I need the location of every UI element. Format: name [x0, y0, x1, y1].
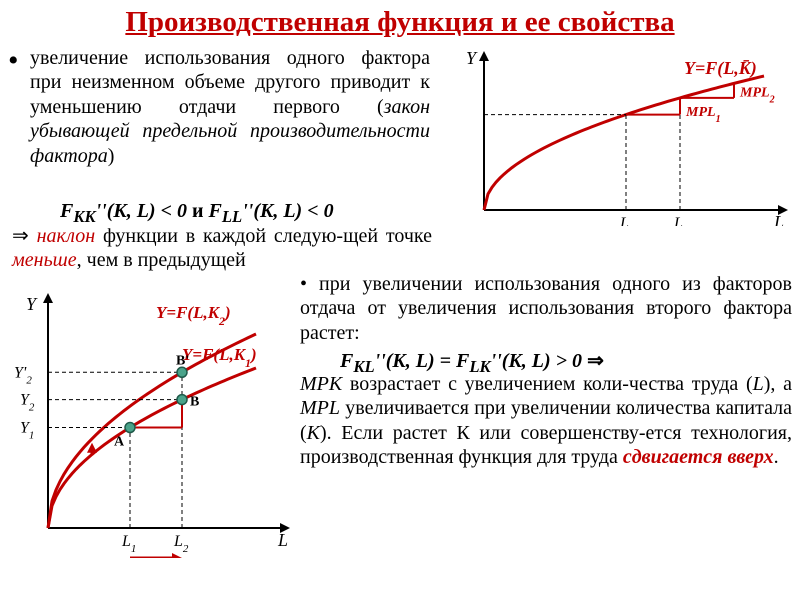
svg-text:Y: Y — [466, 48, 478, 68]
p2-w1: наклон — [37, 225, 96, 247]
p3-text: при увеличении использования одного из ф… — [300, 273, 792, 344]
paragraph-3: • при увеличении использования одного из… — [300, 272, 792, 345]
p2-mid: функции в каждой следую-щей точке — [95, 225, 432, 247]
p1-plain2: ) — [108, 145, 115, 167]
svg-text:B': B' — [176, 353, 189, 368]
svg-text:L2: L2 — [173, 533, 189, 555]
paragraph-1: увеличение использования одного фактора … — [30, 46, 430, 168]
svg-text:A: A — [114, 435, 125, 450]
svg-text:L2: L2 — [673, 215, 689, 226]
svg-text:MPL2: MPL2 — [739, 86, 775, 106]
p1-plain1: увеличение использования одного фактора … — [30, 47, 430, 118]
bullet-2: • — [300, 273, 319, 295]
formula-1: FKK''(K, L) < 0 и FLL''(K, L) < 0 — [60, 200, 334, 227]
svg-text:L: L — [277, 530, 288, 550]
bullet-1: • — [8, 46, 19, 76]
svg-text:L1: L1 — [121, 533, 136, 555]
svg-text:L1: L1 — [619, 215, 634, 226]
svg-text:L: L — [773, 212, 784, 226]
svg-text:B: B — [190, 395, 199, 410]
svg-text:Y1: Y1 — [20, 420, 34, 442]
svg-text:Y2: Y2 — [20, 392, 35, 414]
page-title: Производственная функция и ее свойства — [0, 0, 800, 41]
p2-tail: , чем в предыдущей — [77, 249, 246, 271]
svg-text:Y: Y — [26, 294, 38, 314]
paragraph-2: ⇒ наклон функции в каждой следую-щей точ… — [12, 224, 432, 273]
p2-w2: меньше — [12, 249, 77, 271]
chart-production-shift: YLY=F(L,K2)Y=F(L,K1)ABB'L1L2Y1Y2Y'2 — [6, 288, 296, 558]
svg-text:Y=F(L,K̄): Y=F(L,K̄) — [684, 58, 757, 79]
svg-text:Y=F(L,K2): Y=F(L,K2) — [156, 303, 231, 328]
svg-text:Y'2: Y'2 — [14, 364, 32, 386]
chart-production-single: Y L Y=F(L,K̄) MPL1 MPL2 L1 L2 — [444, 46, 794, 226]
svg-text:MPL1: MPL1 — [685, 105, 721, 125]
paragraph-4: MPK возрастает с увеличением коли-чества… — [300, 372, 792, 470]
arrow: ⇒ — [12, 225, 37, 247]
